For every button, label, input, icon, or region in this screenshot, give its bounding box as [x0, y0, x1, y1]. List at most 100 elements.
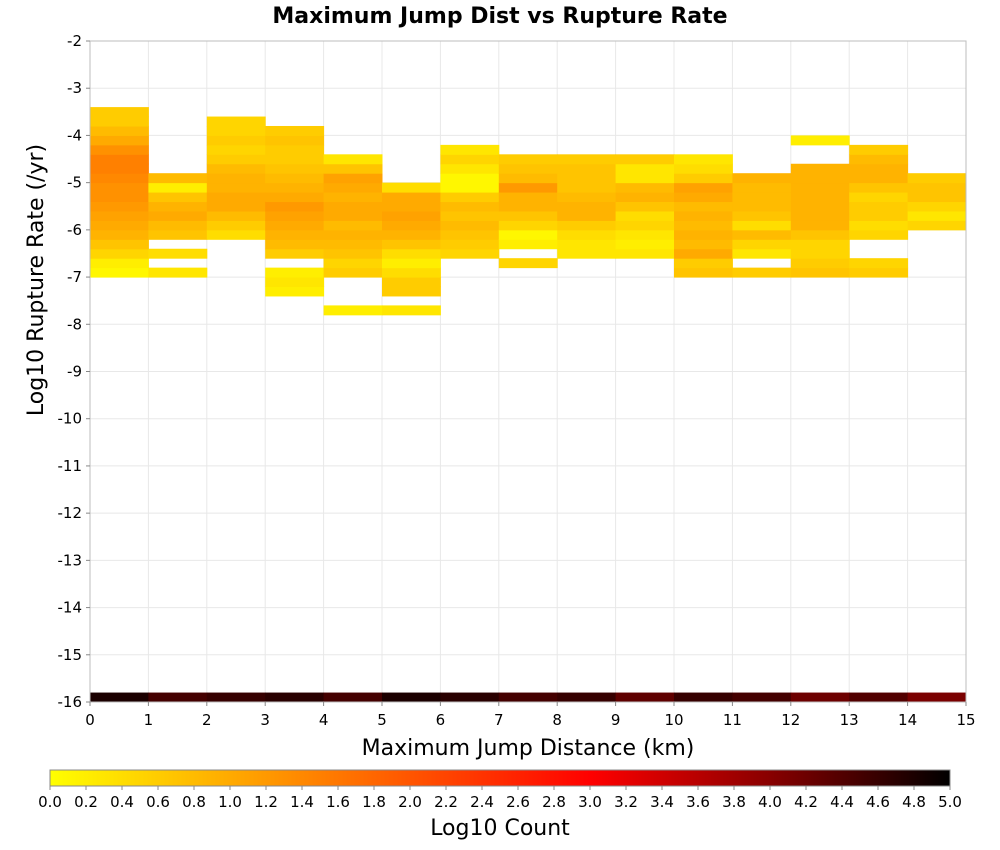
heatmap-cell — [440, 692, 500, 702]
heatmap-cell — [674, 267, 733, 278]
heatmap-cell — [674, 239, 733, 250]
heatmap-cell — [790, 192, 850, 203]
heatmap-cell — [790, 258, 850, 269]
heatmap-cell — [732, 267, 792, 278]
heatmap-cell — [557, 692, 617, 702]
heatmap-cell — [615, 210, 675, 221]
x-tick-label: 7 — [494, 711, 504, 729]
heatmap-cell — [790, 220, 850, 231]
heatmap-cell — [440, 248, 500, 259]
colorbar-tick-label: 0.4 — [110, 793, 134, 811]
heatmap-cell — [90, 154, 149, 165]
colorbar-tick-label: 3.6 — [686, 793, 710, 811]
heatmap-cell — [90, 144, 149, 155]
y-tick-label: -14 — [58, 599, 83, 617]
colorbar-tick-label: 4.8 — [902, 793, 926, 811]
heatmap-cell — [90, 248, 149, 259]
heatmap-cell — [732, 229, 792, 240]
heatmap-cell — [849, 210, 909, 221]
heatmap-cell — [732, 248, 792, 259]
heatmap-cell — [498, 258, 558, 269]
heatmap-cell — [907, 192, 967, 203]
heatmap-cell — [206, 220, 266, 231]
y-tick-label: -16 — [58, 693, 83, 711]
heatmap-cell — [849, 173, 909, 184]
y-axis-ticks: -16 -15 -14 -13 -12 -11 -10 -9 -8 -7 -6 -5 -4 -3 -2 — [58, 32, 90, 711]
heatmap-cell — [849, 163, 909, 174]
heatmap-cell — [265, 173, 325, 184]
colorbar-tick-label: 2.0 — [398, 793, 422, 811]
heatmap-cell — [323, 305, 383, 316]
heatmap-cell — [907, 201, 967, 212]
heatmap-cell — [90, 210, 149, 221]
colorbar-tick-label: 4.0 — [758, 793, 782, 811]
heatmap-cell — [265, 144, 325, 155]
heatmap-cell — [323, 267, 383, 278]
heatmap-cell — [498, 182, 558, 193]
heatmap-cell — [907, 210, 967, 221]
heatmap-cell — [498, 239, 558, 250]
x-tick-label: 12 — [781, 711, 800, 729]
heatmap-cell — [265, 201, 325, 212]
heatmap-cell — [265, 220, 325, 231]
heatmap-cell — [440, 220, 500, 231]
x-tick-label: 14 — [898, 711, 917, 729]
colorbar-tick-label: 0.2 — [74, 793, 98, 811]
heatmap-cell — [265, 182, 325, 193]
heatmap-cell — [615, 229, 675, 240]
heatmap-cell — [206, 135, 266, 146]
heatmap-cell — [206, 182, 266, 193]
heatmap-cell — [674, 182, 733, 193]
y-tick-label: -7 — [67, 268, 82, 286]
colorbar-tick-label: 2.6 — [506, 793, 530, 811]
x-tick-label: 0 — [85, 711, 95, 729]
colorbar-tick-label: 1.8 — [362, 793, 386, 811]
heatmap-cell — [557, 154, 617, 165]
heatmap-cell — [382, 286, 441, 297]
heatmap-cell — [907, 173, 967, 184]
colorbar-tick-label: 3.2 — [614, 793, 638, 811]
heatmap-cell — [498, 192, 558, 203]
heatmap-cell — [849, 192, 909, 203]
heatmap-cell — [90, 258, 149, 269]
heatmap-cell — [907, 692, 967, 702]
heatmap-cell — [732, 201, 792, 212]
heatmap-cell — [323, 692, 383, 702]
heatmap-cell — [790, 692, 850, 702]
chart-title: Maximum Jump Dist vs Rupture Rate — [272, 4, 727, 29]
heatmap-cell — [732, 192, 792, 203]
heatmap-cell — [498, 154, 558, 165]
heatmap-cell — [323, 173, 383, 184]
x-tick-label: 8 — [552, 711, 562, 729]
heatmap-cell — [732, 182, 792, 193]
heatmap-cell — [732, 692, 792, 702]
y-tick-label: -10 — [58, 410, 83, 428]
heatmap-cell — [615, 692, 675, 702]
heatmap-cell — [265, 125, 325, 136]
heatmap-cell — [206, 125, 266, 136]
heatmap-cell — [382, 192, 441, 203]
heatmap-cell — [790, 201, 850, 212]
heatmap-cell — [674, 201, 733, 212]
heatmap-cell — [90, 107, 149, 118]
heatmap-cell — [615, 192, 675, 203]
heatmap-cell — [674, 163, 733, 174]
heatmap-cell — [615, 239, 675, 250]
heatmap-cell — [615, 182, 675, 193]
heatmap-cell — [382, 239, 441, 250]
heatmap-cell — [90, 125, 149, 136]
colorbar-tick-label: 3.8 — [722, 793, 746, 811]
heatmap-cell — [557, 248, 617, 259]
colorbar-tick-label: 0.0 — [38, 793, 62, 811]
y-tick-label: -9 — [67, 363, 82, 381]
heatmap-cell — [265, 248, 325, 259]
heatmap-cell — [674, 192, 733, 203]
heatmap-cell — [265, 692, 325, 702]
heatmap-cell — [849, 182, 909, 193]
heatmap-cells — [90, 107, 967, 702]
heatmap-cell — [148, 192, 208, 203]
heatmap-cell — [148, 201, 208, 212]
heatmap-cell — [382, 258, 441, 269]
y-tick-label: -4 — [67, 126, 82, 144]
colorbar-tick-label: 2.8 — [542, 793, 566, 811]
